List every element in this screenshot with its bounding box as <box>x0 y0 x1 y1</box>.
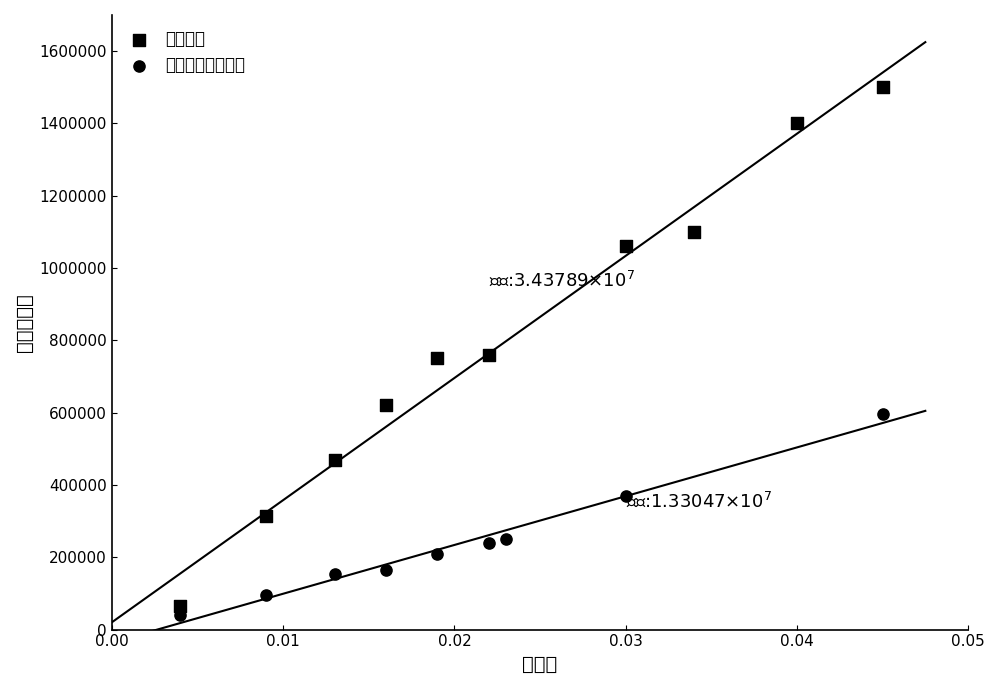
硫酸奎坹 <box>378 400 394 411</box>
X-axis label: 吸光度: 吸光度 <box>522 655 558 674</box>
蓝色荧光碳量子点 <box>327 568 343 579</box>
硫酸奎坹 <box>172 601 188 612</box>
硫酸奎坹 <box>429 353 445 364</box>
硫酸奎坹 <box>686 227 702 238</box>
硫酸奎坹 <box>789 118 805 129</box>
硫酸奎坹 <box>327 454 343 465</box>
硫酸奎坹 <box>258 510 274 521</box>
硫酸奎坹 <box>481 349 497 360</box>
硫酸奎坹 <box>875 82 891 93</box>
蓝色荧光碳量子点 <box>172 610 188 621</box>
硫酸奎坹 <box>618 241 634 252</box>
蓝色荧光碳量子点 <box>481 537 497 548</box>
蓝色荧光碳量子点 <box>618 491 634 502</box>
Text: 斜率:3.43789×10$^7$: 斜率:3.43789×10$^7$ <box>489 271 635 290</box>
Text: 斜率:1.33047×10$^7$: 斜率:1.33047×10$^7$ <box>626 491 772 511</box>
Y-axis label: 荧光峰面积: 荧光峰面积 <box>15 293 34 351</box>
蓝色荧光碳量子点 <box>498 534 514 545</box>
蓝色荧光碳量子点 <box>258 590 274 601</box>
蓝色荧光碳量子点 <box>429 548 445 559</box>
Legend: 硫酸奎坹, 蓝色荧光碳量子点: 硫酸奎坹, 蓝色荧光碳量子点 <box>120 23 252 81</box>
蓝色荧光碳量子点 <box>875 409 891 420</box>
蓝色荧光碳量子点 <box>378 564 394 575</box>
